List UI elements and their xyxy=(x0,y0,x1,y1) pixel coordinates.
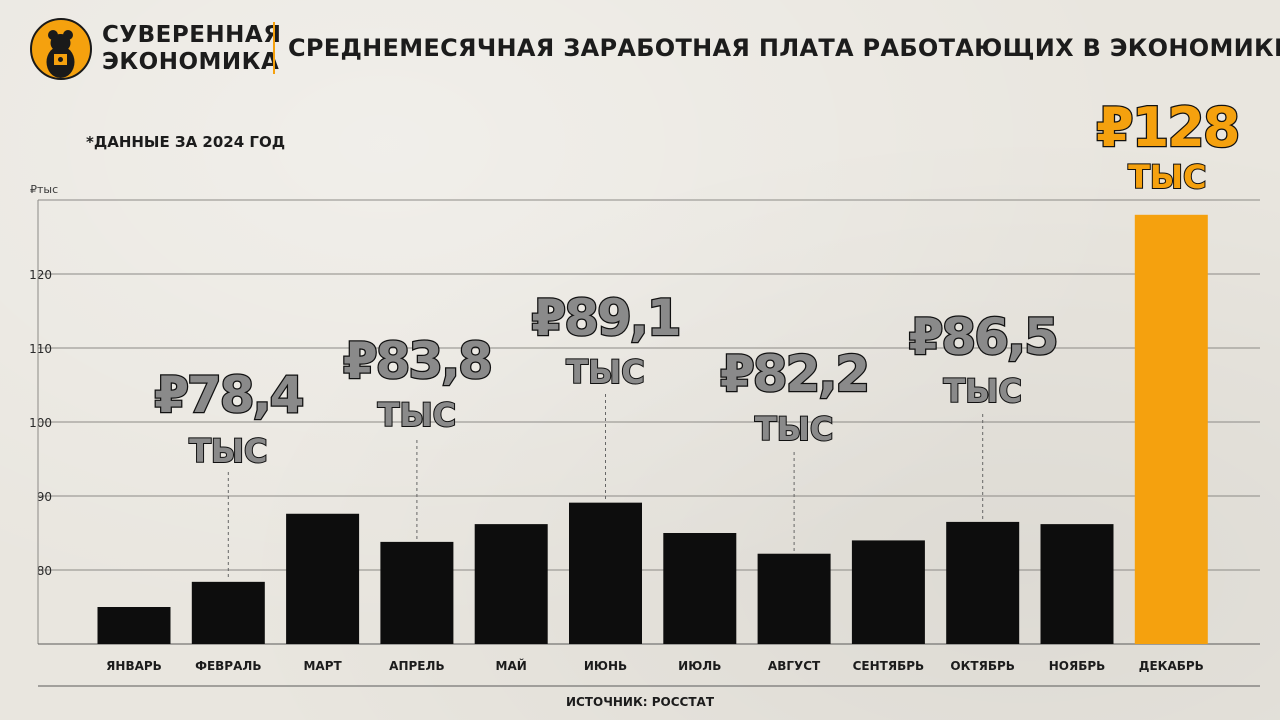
x-tick-label: АВГУСТ xyxy=(768,659,821,673)
bar-9 xyxy=(851,540,925,644)
callout-unit: ТЫС xyxy=(378,396,456,434)
x-tick-label: ЯНВАРЬ xyxy=(106,659,162,673)
callout-value: ₽83,8 xyxy=(343,332,491,390)
bar-8 xyxy=(757,553,831,644)
callout-value: ₽82,2 xyxy=(720,345,868,403)
x-tick-label: ИЮЛЬ xyxy=(678,659,721,673)
data-note: *ДАННЫЕ ЗА 2024 ГОД xyxy=(86,133,286,151)
x-tick-label: МАРТ xyxy=(303,659,342,673)
y-tick-label: 80 xyxy=(37,564,52,578)
y-tick-label: 110 xyxy=(29,342,52,356)
callout-unit: ТЫС xyxy=(943,372,1021,410)
callout-value: ₽128 xyxy=(1096,96,1238,159)
brand-line-2: ЭКОНОМИКА xyxy=(102,49,280,75)
y-tick-label: 120 xyxy=(29,268,52,282)
bar-12 xyxy=(1134,214,1208,645)
x-tick-label: АПРЕЛЬ xyxy=(389,659,444,673)
bar-3 xyxy=(286,513,360,644)
y-tick-label: 100 xyxy=(29,416,52,430)
callout-unit: ТЫС xyxy=(1128,158,1206,196)
bar-10 xyxy=(946,521,1020,644)
x-tick-label: НОЯБРЬ xyxy=(1049,659,1106,673)
callout-value: ₽86,5 xyxy=(909,308,1057,366)
source-note: ИСТОЧНИК: РОССТАТ xyxy=(565,695,715,709)
header: СУВЕРЕННАЯ ЭКОНОМИКА СРЕДНЕМЕСЯЧНАЯ ЗАРА… xyxy=(30,18,1280,80)
brand-line-1: СУВЕРЕННАЯ xyxy=(102,22,282,48)
callout-value: ₽89,1 xyxy=(531,289,679,347)
bar-6 xyxy=(569,502,642,644)
x-tick-label: МАЙ xyxy=(496,658,527,673)
x-tick-label: ДЕКАБРЬ xyxy=(1139,659,1204,673)
title-divider xyxy=(273,22,275,74)
brand-name: СУВЕРЕННАЯ ЭКОНОМИКА xyxy=(102,22,281,76)
bar-5 xyxy=(474,524,548,644)
x-tick-label: ОКТЯБРЬ xyxy=(950,659,1015,673)
callout-value: ₽78,4 xyxy=(154,366,302,424)
x-tick-label: СЕНТЯБРЬ xyxy=(853,659,925,673)
callout-unit: ТЫС xyxy=(755,410,833,448)
y-axis-label: ₽тыс xyxy=(30,183,58,196)
bar-11 xyxy=(1040,524,1114,644)
page-title: СРЕДНЕМЕСЯЧНАЯ ЗАРАБОТНАЯ ПЛАТА РАБОТАЮЩ… xyxy=(288,34,1280,62)
bear-logo-icon xyxy=(30,18,92,80)
x-tick-label: ФЕВРАЛЬ xyxy=(195,659,261,673)
callout-unit: ТЫС xyxy=(566,353,644,391)
bar-2 xyxy=(191,581,265,644)
y-tick-label: 90 xyxy=(37,490,52,504)
bar-4 xyxy=(380,541,454,644)
x-tick-label: ИЮНЬ xyxy=(584,659,627,673)
bar-7 xyxy=(663,533,737,644)
bar-1 xyxy=(97,607,171,644)
callout-unit: ТЫС xyxy=(189,432,267,470)
